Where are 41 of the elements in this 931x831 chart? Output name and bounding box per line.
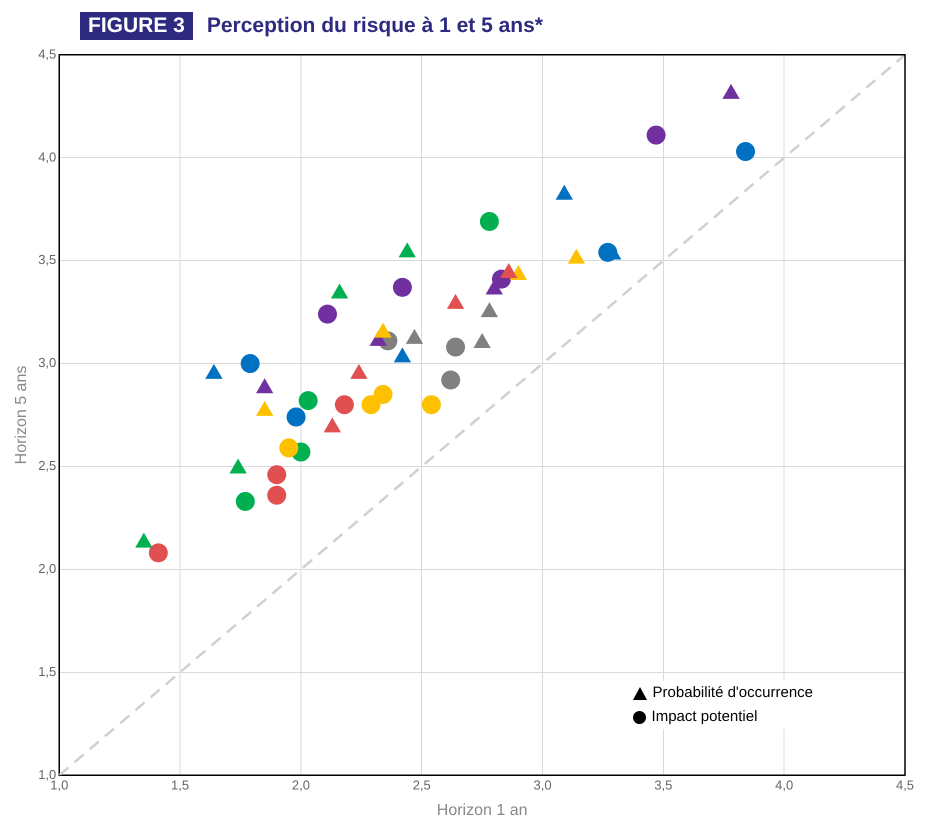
y-tick-label: 1,5 <box>38 664 56 679</box>
y-tick-label: 3,5 <box>38 252 56 268</box>
point <box>236 492 255 511</box>
point <box>361 395 380 414</box>
y-axis-title: Horizon 5 ans <box>13 366 30 464</box>
point <box>556 184 573 200</box>
x-tick-label: 2,0 <box>292 778 310 793</box>
chart-subtitle: Perception du risque à 1 et 5 ans* <box>206 14 543 38</box>
text: Probabilité d'occurrence <box>652 683 813 703</box>
y-tick-label: 4,5 <box>38 46 56 62</box>
point <box>473 332 491 348</box>
x-axis-title: Horizon 1 an <box>436 802 528 819</box>
y-tick-label: 2,0 <box>38 560 56 576</box>
point <box>398 242 416 258</box>
x-tick-label: 3,5 <box>654 778 672 793</box>
point <box>330 284 348 299</box>
point <box>298 391 318 410</box>
x-tick-label: 1,5 <box>171 778 190 793</box>
point <box>205 364 223 379</box>
x-tick-label: 2,5 <box>412 778 431 793</box>
y-tick-label: 3,0 <box>38 355 56 370</box>
point <box>422 395 441 414</box>
point <box>722 84 740 99</box>
point <box>374 384 393 404</box>
point <box>279 438 298 458</box>
chart-title: FIGURE 3 <box>80 12 193 40</box>
point <box>148 543 168 562</box>
point <box>441 370 460 390</box>
point <box>267 486 286 505</box>
point <box>267 465 286 484</box>
x-tick-label: 3,0 <box>534 778 552 793</box>
point <box>406 328 424 344</box>
x-tick-label: 4,0 <box>775 778 794 793</box>
y-tick-label: 2,5 <box>38 458 56 474</box>
y-tick-label: 4,0 <box>38 149 56 164</box>
point <box>256 378 274 394</box>
point <box>394 347 412 362</box>
point <box>334 395 354 414</box>
point <box>480 302 498 318</box>
x-tick-label: 4,5 <box>896 778 914 793</box>
text: Impact potentiel <box>652 707 758 727</box>
